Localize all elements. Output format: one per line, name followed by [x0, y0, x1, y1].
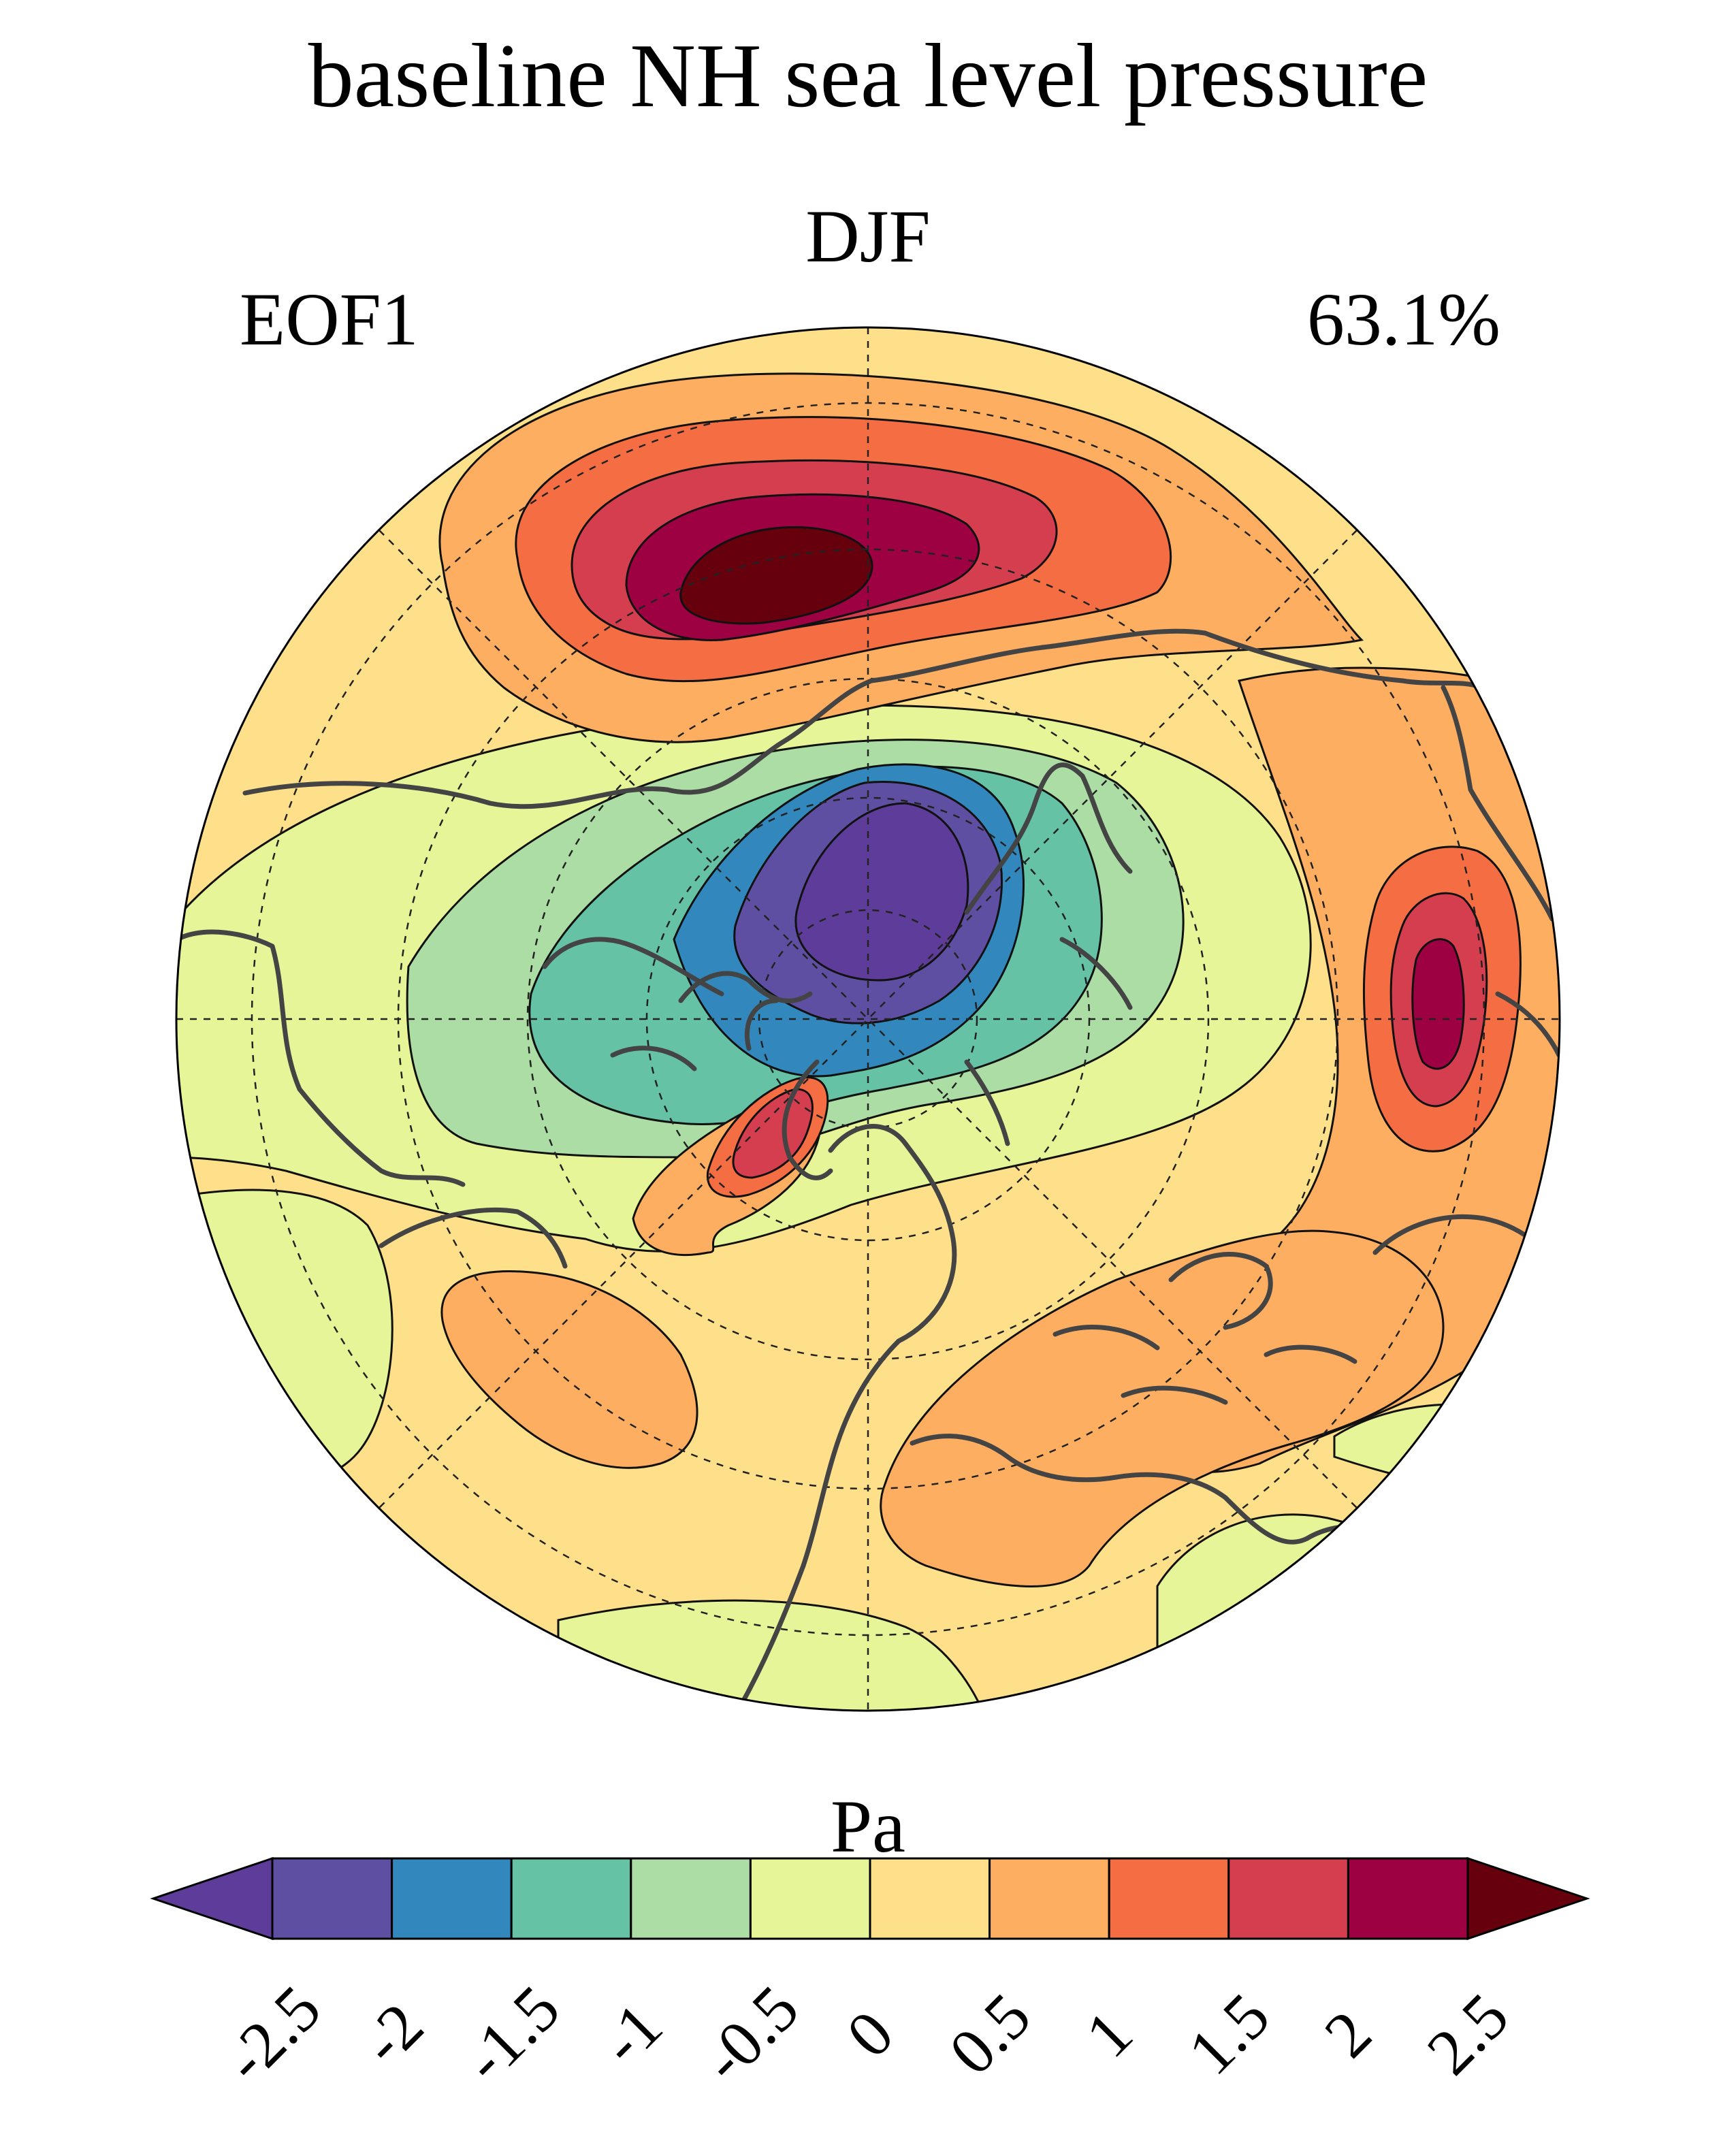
coastlines — [176, 628, 1560, 1711]
variance-explained-label: 63.1% — [1306, 278, 1500, 361]
colorbar-swatch — [630, 1857, 752, 1940]
contour-region — [1156, 1513, 1499, 1711]
figure-title: baseline NH sea level pressure — [308, 25, 1428, 126]
contour-region — [794, 802, 969, 982]
colorbar-swatch — [1227, 1857, 1349, 1940]
season-label: DJF — [805, 195, 931, 278]
colorbar-swatch — [749, 1857, 871, 1940]
colorbar-swatch — [271, 1857, 393, 1940]
eof-mode-label: EOF1 — [240, 278, 419, 361]
colorbar-swatch — [1347, 1857, 1469, 1940]
contour-region — [440, 1270, 698, 1469]
colorbar — [150, 1856, 1590, 1941]
colorbar-units-label: Pa — [831, 1785, 905, 1868]
map-boundary — [175, 326, 1561, 1712]
colorbar-extend-high — [1466, 1856, 1590, 1941]
contour-region — [880, 1229, 1445, 1587]
contour-region — [732, 1088, 814, 1179]
colorbar-swatch — [988, 1857, 1110, 1940]
graticule — [176, 327, 1560, 1711]
colorbar-extend-low — [150, 1856, 274, 1941]
contour-region — [1411, 938, 1465, 1070]
colorbar-swatch — [510, 1857, 632, 1940]
contour-region — [176, 1189, 393, 1494]
colorbar-swatch — [1108, 1857, 1230, 1940]
colorbar-swatch — [869, 1857, 991, 1940]
colorbar-swatch — [391, 1857, 513, 1940]
polar-map — [176, 327, 1560, 1711]
